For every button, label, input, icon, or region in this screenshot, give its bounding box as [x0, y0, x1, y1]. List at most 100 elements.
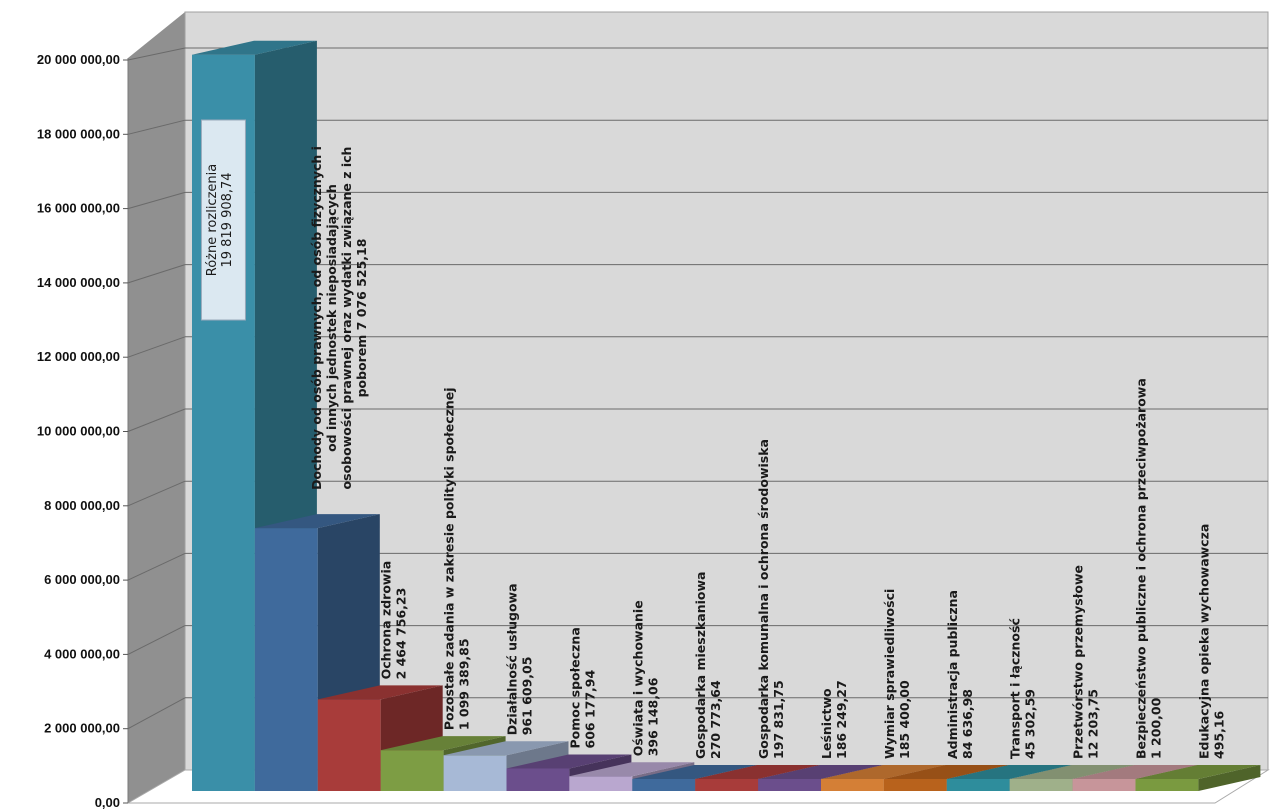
bar-top	[883, 765, 1009, 779]
data-label: Różne rozliczenia19 819 908,74	[205, 164, 235, 276]
data-label-line: osobowości prawnej oraz wydatki związane…	[339, 147, 354, 490]
data-label: Gospodarka mieszkaniowa270 773,64	[693, 572, 723, 759]
data-label: Działalność usługowa961 609,05	[505, 583, 535, 735]
data-label-line: Różne rozliczenia	[205, 164, 220, 276]
y-tick-label: 0,00	[95, 795, 120, 809]
data-label-line: 186 249,27	[834, 680, 849, 759]
bar-front	[1135, 779, 1199, 791]
data-label-line: Administracja publiczna	[945, 590, 960, 759]
data-label-line: Bezpieczeństwo publiczne i ochrona przec…	[1134, 378, 1149, 759]
data-label-line: 1 099 389,85	[457, 638, 472, 730]
data-labels: Różne rozliczenia19 819 908,74 Dochody od…	[200, 119, 1226, 759]
y-tick-label: 18 000 000,00	[37, 126, 120, 141]
data-label-line: Edukacyjna opieka wychowawcza	[1196, 524, 1211, 759]
side-wall	[128, 12, 185, 803]
gridline-side	[127, 264, 186, 284]
bar-top	[946, 765, 1072, 779]
data-label-line: Oświata i wychowanie	[630, 600, 645, 756]
y-tick-label: 20 000 000,00	[37, 52, 120, 67]
bar-front	[821, 779, 884, 791]
data-label-line: 396 148,06	[645, 677, 660, 756]
bar-front	[695, 779, 759, 791]
gridline-side	[127, 47, 186, 61]
data-label-line: 12 203,75	[1086, 689, 1101, 759]
y-tick-label: 16 000 000,00	[37, 201, 120, 216]
bar-top	[192, 40, 317, 55]
data-label-line: Gospodarka mieszkaniowa	[693, 572, 708, 759]
data-label-line: 19 819 908,74	[220, 172, 235, 267]
bar-front	[443, 755, 507, 791]
gridline-side	[127, 408, 186, 432]
data-label: Edukacyjna opieka wychowawcza495,16	[1196, 524, 1226, 759]
data-label-line: 2 464 756,23	[394, 588, 409, 680]
gridline-side	[127, 119, 186, 135]
data-label-line: poborem 7 076 525,18	[354, 239, 369, 398]
data-label: Pozostałe zadania w zakresie polityki sp…	[442, 387, 472, 730]
bar-top	[506, 754, 632, 769]
data-label: Pomoc społeczna606 177,94	[567, 627, 597, 748]
data-label: Oświata i wychowanie396 148,06	[630, 600, 660, 756]
data-label: Transport i łączność45 302,59	[1008, 618, 1038, 759]
data-label: Bezpieczeństwo publiczne i ochrona przec…	[1134, 378, 1164, 759]
data-label-line: Pozostałe zadania w zakresie polityki sp…	[442, 387, 457, 730]
data-label-line: Przetwórstwo przemysłowe	[1071, 565, 1086, 759]
bar-front	[569, 776, 633, 791]
bar-front	[1072, 779, 1136, 791]
data-label-line: Leśnictwo	[819, 688, 834, 759]
data-label-line: 185 400,00	[897, 680, 912, 759]
data-label-line: 606 177,94	[582, 669, 597, 748]
data-label: Administracja publiczna84 636,98	[945, 590, 975, 759]
bar-front	[254, 528, 318, 791]
bar-top	[1135, 765, 1261, 779]
bar-top	[443, 741, 569, 756]
data-label-line: 45 302,59	[1023, 689, 1038, 759]
data-label: Wymiar sprawiedliwości185 400,00	[882, 589, 912, 759]
bar-top	[758, 765, 883, 779]
bar-top	[821, 765, 946, 779]
bar-top	[695, 765, 821, 779]
data-label-line: 84 636,98	[960, 689, 975, 759]
gridline-side	[127, 480, 186, 507]
data-label-line: 1 200,00	[1149, 697, 1164, 759]
data-label-line: Dochody od osób prawnych, od osób fizycz…	[309, 146, 324, 490]
data-label-line: Pomoc społeczna	[567, 627, 582, 748]
gridline-side	[127, 552, 186, 581]
gridline-side	[127, 697, 186, 730]
data-label-line: Ochrona zdrowia	[379, 561, 394, 680]
y-tick-label: 6 000 000,00	[44, 572, 120, 587]
bar-top	[1072, 765, 1198, 779]
data-label-line: Działalność usługowa	[505, 583, 520, 735]
data-label: Gospodarka komunalna i ochrona środowisk…	[756, 439, 786, 759]
data-label: Ochrona zdrowia2 464 756,23	[379, 561, 409, 680]
bar-front	[946, 779, 1010, 791]
bar-top	[1009, 765, 1135, 779]
data-label-line: Wymiar sprawiedliwości	[882, 589, 897, 759]
data-label: Leśnictwo186 249,27	[819, 680, 849, 759]
gridline-side	[127, 336, 186, 358]
data-label-line: od innych jednostek nieposiadających	[324, 184, 339, 452]
bar-front	[317, 699, 381, 791]
bar-front	[758, 779, 821, 791]
y-axis-ticks: 0,00 2 000 000,00 4 000 000,00 6 000 000,00…	[37, 52, 128, 809]
bar-front	[506, 768, 570, 791]
y-tick-label: 12 000 000,00	[37, 349, 120, 364]
data-label-box	[200, 119, 246, 321]
data-label-line: Transport i łączność	[1008, 618, 1023, 759]
y-tick-label: 4 000 000,00	[44, 646, 120, 661]
data-label-line: 495,16	[1211, 710, 1226, 759]
gridline-side	[127, 191, 186, 210]
bar-top	[317, 685, 443, 700]
y-tick-label: 8 000 000,00	[44, 498, 120, 513]
bar-top	[569, 762, 695, 777]
bar-front	[380, 750, 444, 791]
y-tick-label: 10 000 000,00	[37, 424, 120, 439]
y-tick-label: 14 000 000,00	[37, 275, 120, 290]
bar-top	[632, 765, 758, 779]
data-label-line: Gospodarka komunalna i ochrona środowisk…	[756, 439, 771, 759]
data-label-line: 270 773,64	[708, 680, 723, 759]
data-label: Dochody od osób prawnych, od osób fizycz…	[309, 146, 369, 490]
data-label-line: 961 609,05	[520, 657, 535, 736]
data-label-line: 197 831,75	[771, 680, 786, 759]
gridline-side	[127, 625, 186, 655]
